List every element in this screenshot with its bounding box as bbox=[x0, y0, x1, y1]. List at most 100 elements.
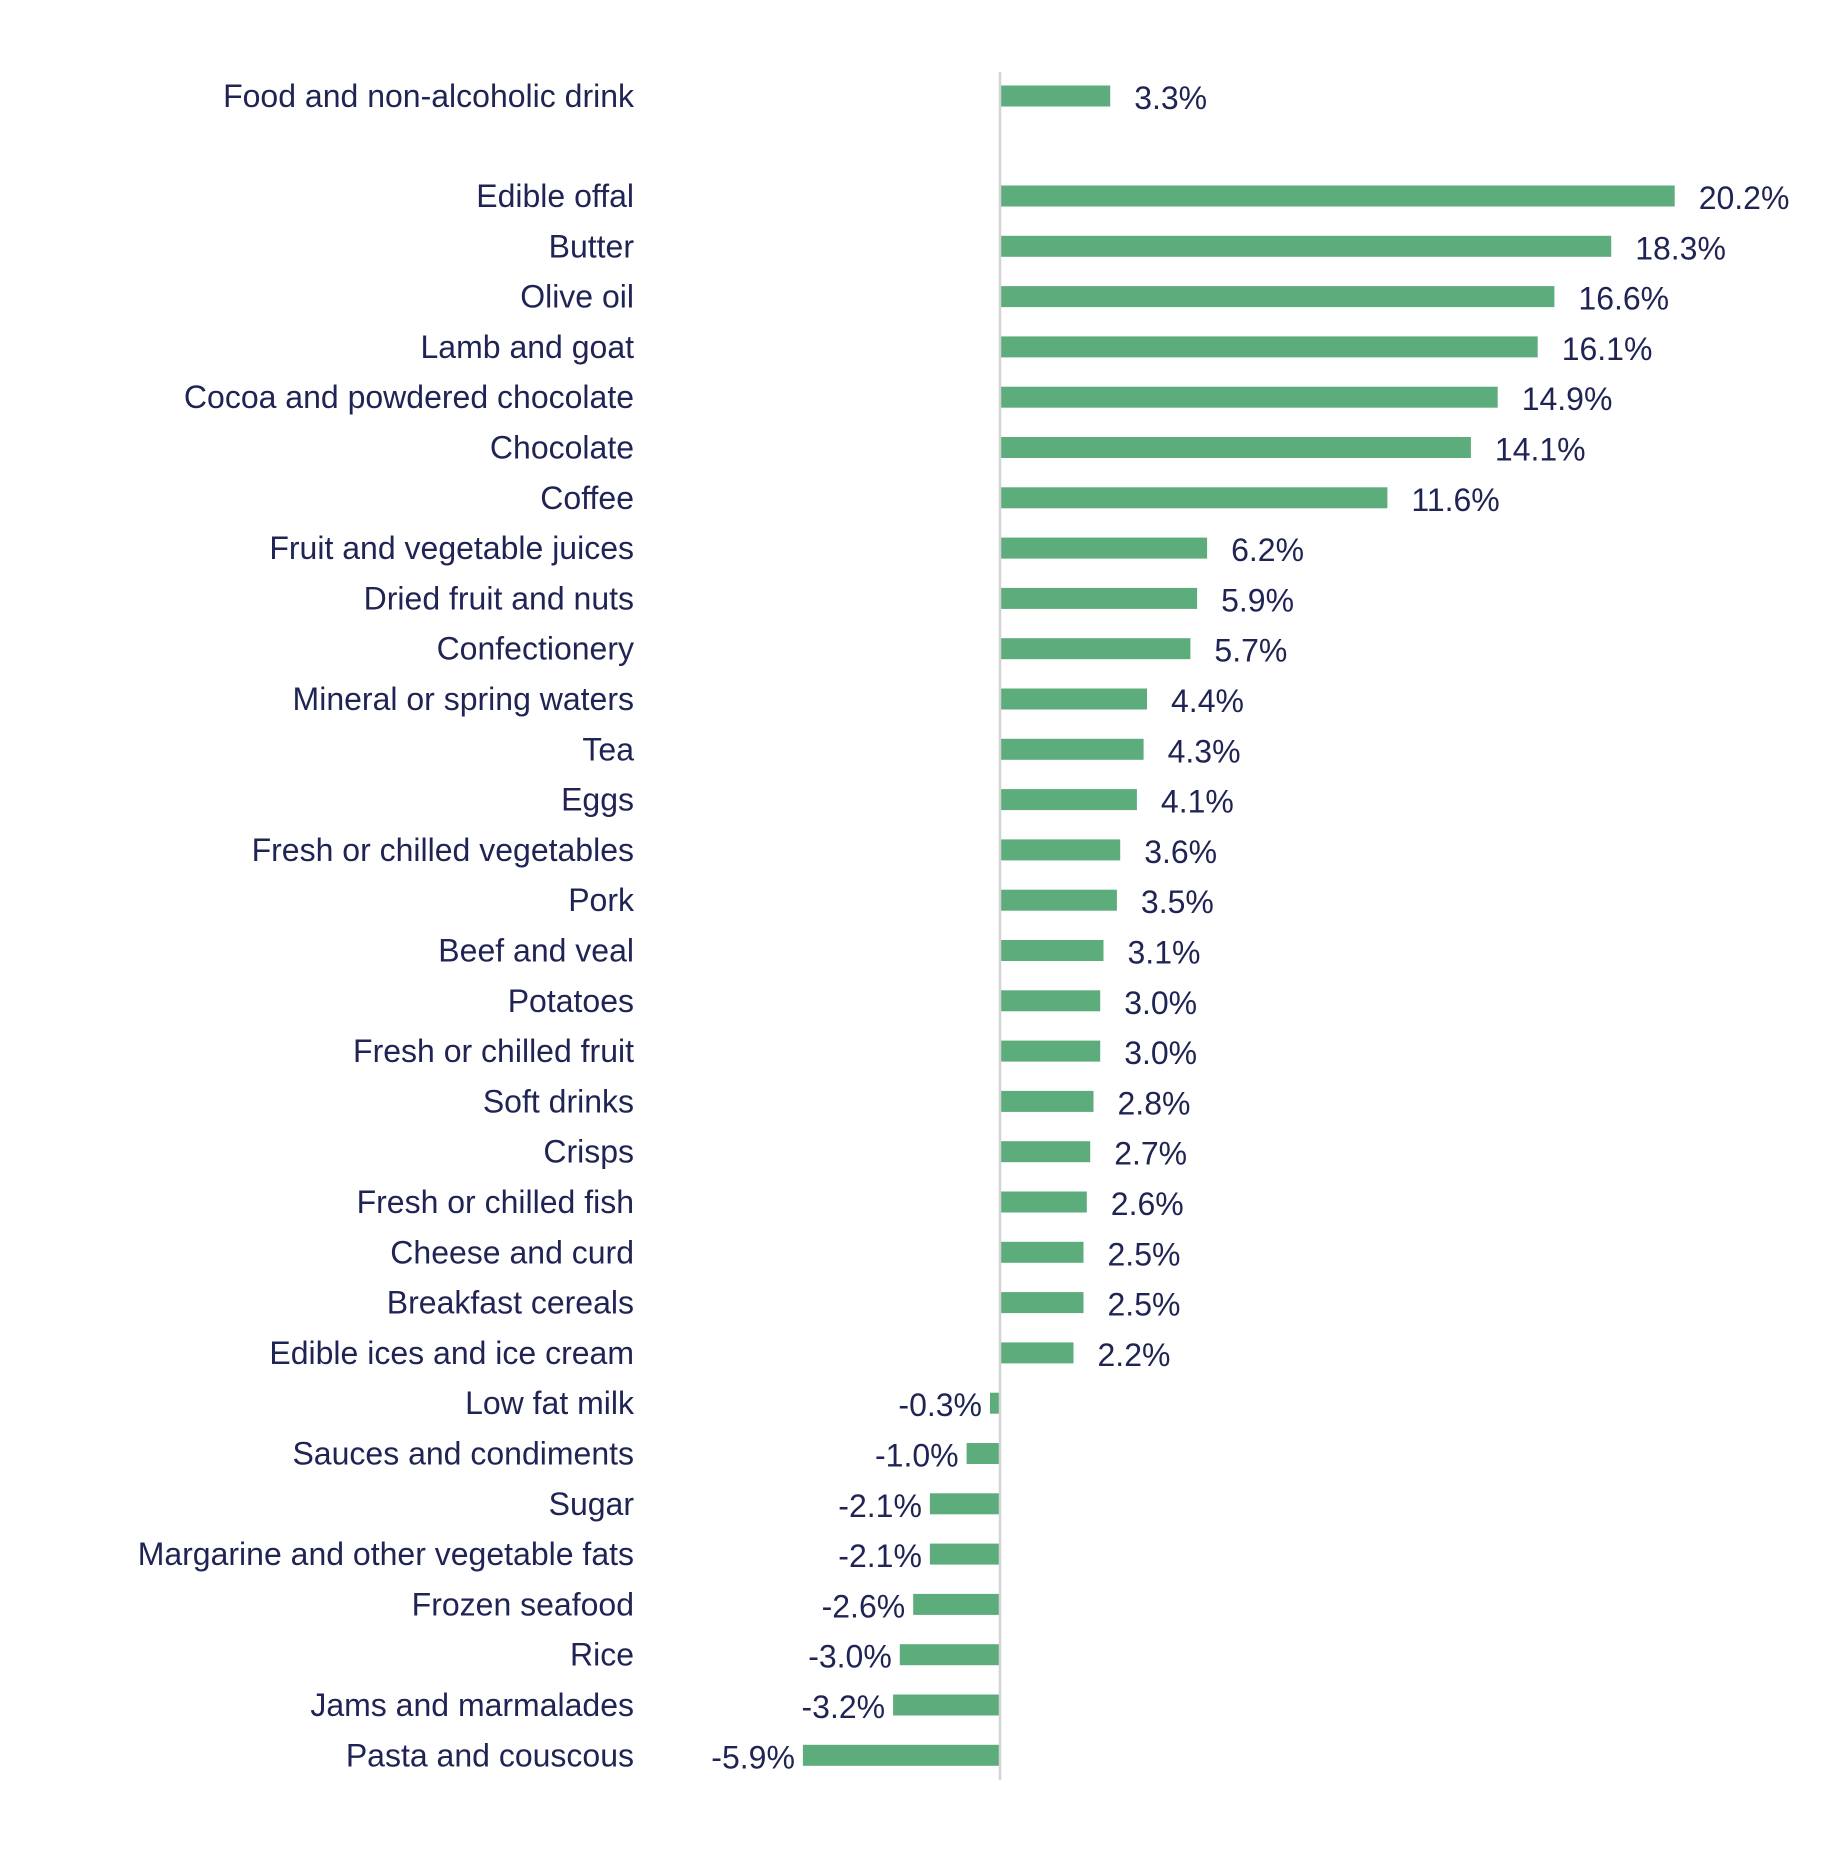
data-label-edible-offal: 20.2% bbox=[1699, 180, 1790, 216]
category-label-sugar: Sugar bbox=[549, 1486, 635, 1522]
data-label-cocoa-and-powdered-chocolate: 14.9% bbox=[1522, 381, 1613, 417]
category-label-breakfast-cereals: Breakfast cereals bbox=[387, 1285, 634, 1321]
category-label-fresh-or-chilled-vegetables: Fresh or chilled vegetables bbox=[252, 832, 634, 868]
bar-breakfast-cereals bbox=[1000, 1292, 1084, 1314]
category-label-beef-and-veal: Beef and veal bbox=[438, 933, 634, 969]
bar-rice bbox=[899, 1644, 1000, 1666]
bar-butter bbox=[1000, 235, 1612, 257]
data-label-food-and-non-alcoholic-drink: 3.3% bbox=[1134, 80, 1207, 116]
bar-dried-fruit-and-nuts bbox=[1000, 587, 1198, 609]
category-label-coffee: Coffee bbox=[540, 480, 634, 516]
bar-margarine-and-other-vegetable-fats bbox=[929, 1543, 1000, 1565]
category-label-cheese-and-curd: Cheese and curd bbox=[390, 1234, 634, 1270]
category-label-rice: Rice bbox=[570, 1637, 634, 1673]
category-label-low-fat-milk: Low fat milk bbox=[465, 1385, 635, 1421]
data-label-dried-fruit-and-nuts: 5.9% bbox=[1221, 582, 1294, 618]
bar-beef-and-veal bbox=[1000, 940, 1104, 961]
category-label-dried-fruit-and-nuts: Dried fruit and nuts bbox=[364, 580, 634, 616]
data-label-butter: 18.3% bbox=[1635, 230, 1726, 266]
category-label-eggs: Eggs bbox=[561, 782, 634, 818]
category-label-soft-drinks: Soft drinks bbox=[483, 1083, 634, 1119]
data-label-eggs: 4.1% bbox=[1161, 784, 1234, 820]
bar-cocoa-and-powdered-chocolate bbox=[1000, 386, 1498, 408]
data-label-fresh-or-chilled-vegetables: 3.6% bbox=[1144, 834, 1217, 870]
data-label-pasta-and-couscous: -5.9% bbox=[711, 1739, 795, 1775]
data-label-confectionery: 5.7% bbox=[1214, 633, 1287, 669]
category-label-tea: Tea bbox=[582, 731, 634, 767]
data-label-fresh-or-chilled-fruit: 3.0% bbox=[1124, 1035, 1197, 1071]
category-label-fresh-or-chilled-fish: Fresh or chilled fish bbox=[357, 1184, 634, 1220]
bar-chocolate bbox=[1000, 437, 1471, 458]
category-labels: Food and non-alcoholic drink Edible offal… bbox=[138, 78, 635, 1773]
category-label-butter: Butter bbox=[549, 228, 635, 264]
bar-tea bbox=[1000, 738, 1144, 760]
category-label-fruit-and-vegetable-juices: Fruit and vegetable juices bbox=[269, 530, 634, 566]
bar-sugar bbox=[929, 1493, 1000, 1515]
bar-cheese-and-curd bbox=[1000, 1241, 1084, 1263]
bar-food-and-non-alcoholic-drink bbox=[1000, 85, 1111, 107]
data-label-jams-and-marmalades: -3.2% bbox=[802, 1689, 886, 1725]
data-label-tea: 4.3% bbox=[1168, 733, 1241, 769]
data-label-sauces-and-condiments: -1.0% bbox=[875, 1438, 959, 1474]
data-label-sugar: -2.1% bbox=[838, 1488, 922, 1524]
data-label-coffee: 11.6% bbox=[1411, 482, 1499, 518]
data-label-low-fat-milk: -0.3% bbox=[898, 1387, 982, 1423]
data-label-chocolate: 14.1% bbox=[1495, 432, 1586, 468]
data-label-mineral-or-spring-waters: 4.4% bbox=[1171, 683, 1244, 719]
data-label-lamb-and-goat: 16.1% bbox=[1562, 331, 1653, 367]
data-label-crisps: 2.7% bbox=[1114, 1136, 1187, 1172]
bar-fruit-and-vegetable-juices bbox=[1000, 537, 1208, 559]
category-label-edible-ices-and-ice-cream: Edible ices and ice cream bbox=[269, 1335, 634, 1371]
bar-fresh-or-chilled-fish bbox=[1000, 1191, 1087, 1213]
bar-olive-oil bbox=[1000, 286, 1555, 308]
bar-pork bbox=[1000, 889, 1117, 911]
data-label-rice: -3.0% bbox=[808, 1639, 892, 1675]
bar-sauces-and-condiments bbox=[966, 1443, 1000, 1464]
bar-eggs bbox=[1000, 789, 1137, 811]
bar-confectionery bbox=[1000, 638, 1191, 660]
category-label-jams-and-marmalades: Jams and marmalades bbox=[310, 1687, 634, 1723]
data-label-edible-ices-and-ice-cream: 2.2% bbox=[1098, 1337, 1171, 1373]
bar-crisps bbox=[1000, 1141, 1091, 1163]
bar-pasta-and-couscous bbox=[802, 1744, 1000, 1766]
category-label-sauces-and-condiments: Sauces and condiments bbox=[292, 1436, 634, 1472]
data-label-soft-drinks: 2.8% bbox=[1118, 1085, 1191, 1121]
bar-edible-ices-and-ice-cream bbox=[1000, 1342, 1074, 1364]
bar-frozen-seafood bbox=[913, 1593, 1000, 1615]
category-label-pork: Pork bbox=[568, 882, 635, 918]
data-label-olive-oil: 16.6% bbox=[1578, 281, 1669, 317]
data-label-breakfast-cereals: 2.5% bbox=[1108, 1287, 1181, 1323]
bars-layer bbox=[802, 85, 1675, 1766]
category-label-edible-offal: Edible offal bbox=[476, 178, 634, 214]
data-label-fruit-and-vegetable-juices: 6.2% bbox=[1231, 532, 1304, 568]
data-label-cheese-and-curd: 2.5% bbox=[1108, 1236, 1181, 1272]
data-label-potatoes: 3.0% bbox=[1124, 985, 1197, 1021]
category-label-fresh-or-chilled-fruit: Fresh or chilled fruit bbox=[353, 1033, 634, 1069]
category-label-pasta-and-couscous: Pasta and couscous bbox=[346, 1737, 634, 1773]
data-label-frozen-seafood: -2.6% bbox=[822, 1588, 906, 1624]
category-label-chocolate: Chocolate bbox=[490, 430, 634, 466]
bar-jams-and-marmalades bbox=[893, 1694, 1000, 1716]
category-label-confectionery: Confectionery bbox=[437, 631, 634, 667]
category-label-cocoa-and-powdered-chocolate: Cocoa and powdered chocolate bbox=[184, 379, 634, 415]
category-label-crisps: Crisps bbox=[543, 1134, 634, 1170]
data-label-margarine-and-other-vegetable-fats: -2.1% bbox=[838, 1538, 922, 1574]
category-label-lamb-and-goat: Lamb and goat bbox=[421, 329, 635, 365]
bar-coffee bbox=[1000, 487, 1388, 509]
bar-lamb-and-goat bbox=[1000, 336, 1538, 358]
value-labels: 3.3% 20.2% 18.3% 16.6% 16.1% 14.9% 14.1% 11.6% 6… bbox=[711, 80, 1789, 1775]
category-label-food-and-non-alcoholic-drink: Food and non-alcoholic drink bbox=[223, 78, 635, 114]
category-label-potatoes: Potatoes bbox=[508, 983, 634, 1019]
bar-low-fat-milk bbox=[990, 1392, 1000, 1414]
category-label-mineral-or-spring-waters: Mineral or spring waters bbox=[293, 681, 634, 717]
bar-potatoes bbox=[1000, 990, 1101, 1012]
category-label-olive-oil: Olive oil bbox=[520, 279, 634, 315]
data-label-fresh-or-chilled-fish: 2.6% bbox=[1111, 1186, 1184, 1222]
category-label-margarine-and-other-vegetable-fats: Margarine and other vegetable fats bbox=[138, 1536, 634, 1572]
bar-mineral-or-spring-waters bbox=[1000, 688, 1147, 710]
category-label-frozen-seafood: Frozen seafood bbox=[412, 1586, 634, 1622]
data-label-pork: 3.5% bbox=[1141, 884, 1214, 920]
